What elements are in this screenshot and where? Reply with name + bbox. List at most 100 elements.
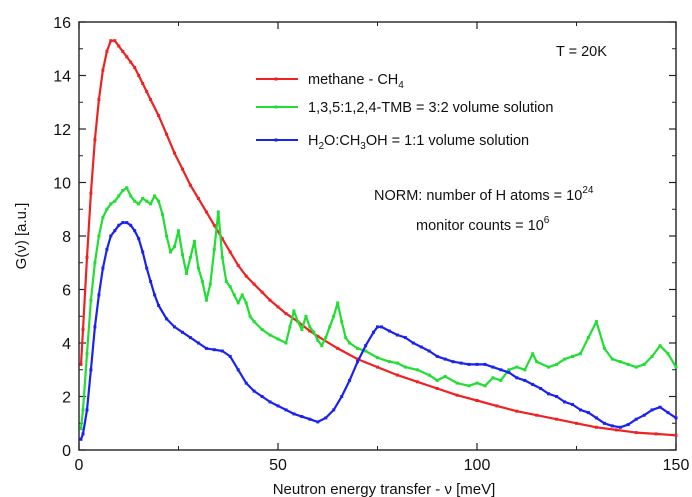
series-water-methanol-point [81,432,85,436]
series-methane-point [97,98,101,102]
y-axis-title: G(ν) [a.u.] [13,203,30,270]
series-methane-point [654,432,658,436]
series-water-methanol-point [196,341,200,345]
series-water-methanol-point [173,325,176,329]
series-water-methanol-point [674,416,678,420]
series-tmb-point [224,280,228,283]
series-tmb-point [79,427,83,431]
y-tick-label: 12 [53,122,71,139]
series-methane-point [125,55,129,59]
series-methane-point [181,167,184,171]
series-water-methanol-point [85,408,89,412]
series-methane-point [173,151,176,155]
legend-label-water-methanol: H2O:CH3OH = 1:1 volume solution [308,133,529,152]
series-water-methanol-point [348,378,352,382]
series-methane-point [336,346,340,350]
series-tmb-point [228,285,232,289]
x-tick-label: 50 [269,457,287,474]
norm-line-2: monitor counts = 106 [416,215,550,234]
series-methane-point [133,66,137,69]
series-tmb-point [181,253,184,257]
series-methane-point [475,399,479,402]
series-tmb-point [153,194,157,198]
y-tick-label: 4 [62,336,71,353]
series-tmb-point [499,378,503,382]
series-tmb-point [252,320,256,324]
series-tmb-point [586,336,590,340]
series-methane-point [356,357,360,361]
series-water-methanol-point [650,408,654,412]
series-methane-point [117,44,121,48]
x-axis-title: Neutron energy transfer - ν [meV] [273,481,496,497]
series-layer [79,39,678,441]
series-tmb-point [328,325,332,329]
series-tmb-point [260,328,264,332]
legend-marker-tmb [274,105,278,109]
series-methane-point [220,237,224,241]
series-tmb-point [300,328,304,332]
series-tmb-point [304,314,308,318]
series-tmb-point [308,325,312,329]
series-methane-point [268,298,272,302]
series-water-methanol-point [340,395,344,398]
series-tmb-point [204,298,208,302]
series-tmb-point [240,293,244,297]
series-water-methanol-point [555,395,559,398]
series-tmb-point [324,336,328,340]
series-water-methanol-point [356,360,360,364]
series-water-methanol-point [145,266,149,270]
series-methane-point [188,183,192,187]
series-tmb-point [81,408,85,412]
x-tick-label: 150 [663,457,690,474]
series-water-methanol-point [427,349,431,353]
series-tmb-point [177,229,180,233]
series-water-methanol-point [563,400,567,404]
series-tmb-point [216,210,220,214]
y-tick-label: 8 [62,229,71,246]
series-tmb-point [121,189,125,192]
series-tmb-point [192,239,196,243]
series-water-methanol-point [523,378,527,382]
series-tmb-point [666,352,670,356]
series-tmb-point [364,349,368,353]
series-methane-point [415,380,419,384]
series-tmb-point [320,344,324,348]
series-tmb-point [626,362,630,366]
series-methane-point [196,197,200,200]
y-tick-label: 2 [62,390,71,407]
series-water-methanol-point [626,423,630,427]
series-water-methanol-point [483,362,487,366]
series-tmb-point [475,381,479,385]
series-water-methanol-point [324,416,328,420]
series-methane-point [308,329,312,333]
series-methane-point [105,49,109,53]
series-tmb-point [634,365,638,369]
series-water-methanol-point [153,293,157,297]
series-tmb-point [316,338,320,342]
series-tmb-point [340,320,344,324]
series-water-methanol-point [387,329,391,333]
series-tmb-point [312,330,316,334]
series-tmb-point [173,245,176,249]
series-water-methanol-point [181,330,184,334]
series-water-methanol-point [276,404,280,408]
y-tick-label: 0 [62,443,71,460]
series-tmb-point [212,247,216,251]
series-water-methanol-point [89,368,93,372]
series-tmb-point [292,309,296,313]
series-tmb-point [563,357,567,361]
series-tmb-point [248,314,252,318]
series-methane-point [435,387,439,390]
series-tmb-point [200,280,204,283]
series-water-methanol-point [491,365,495,369]
series-methane-point [395,373,399,377]
legend-item-methane: methane - CH4 [256,72,404,91]
series-water-methanol-point [292,412,296,416]
series-water-methanol-point [380,325,383,329]
series-tmb-point [244,301,248,305]
series-tmb-point [188,255,192,259]
series-tmb-point [93,261,97,265]
y-tick-label: 14 [53,69,71,86]
series-tmb-point [113,199,117,203]
